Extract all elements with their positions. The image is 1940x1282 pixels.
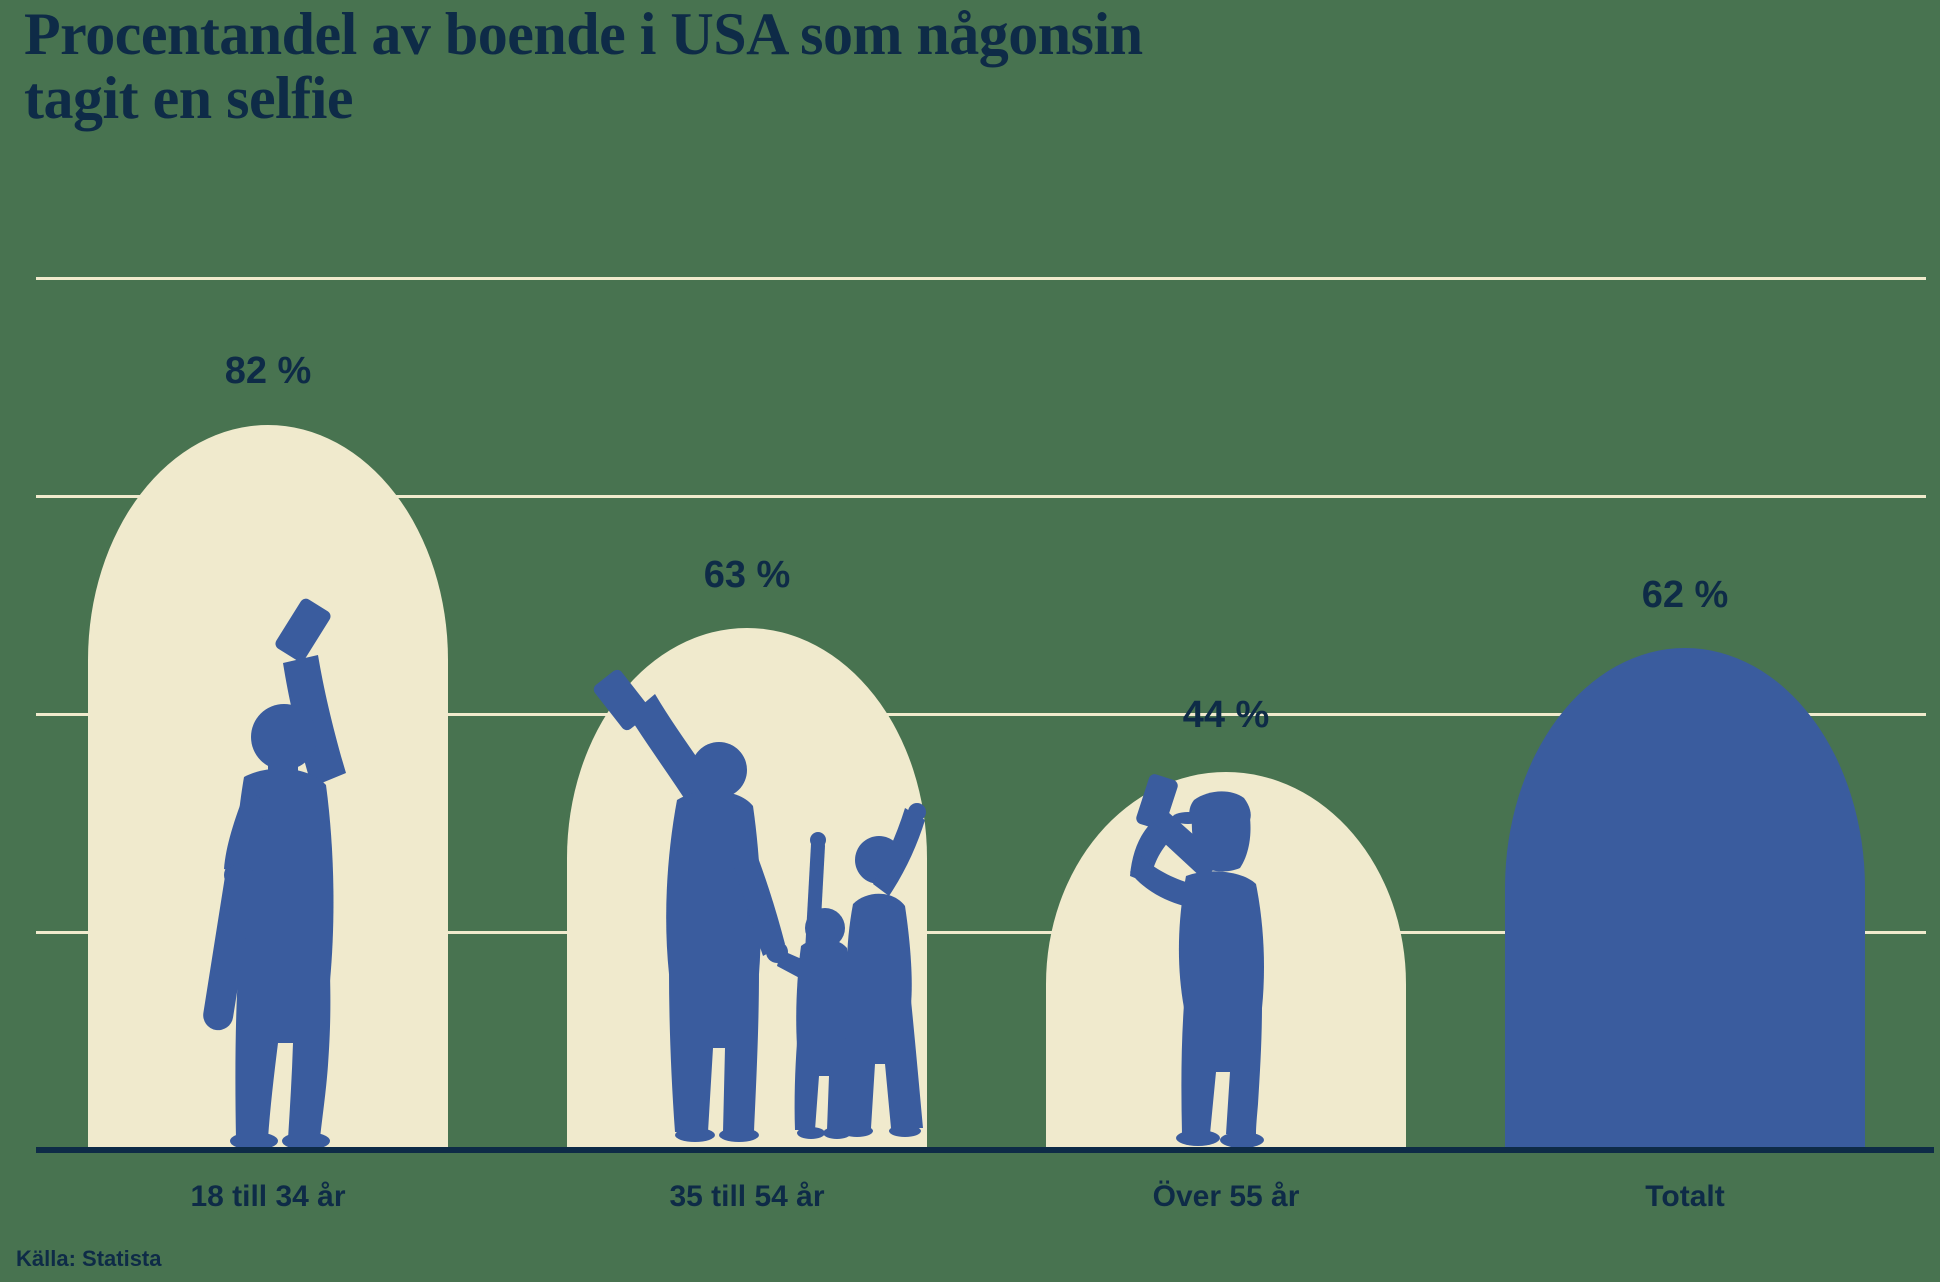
category-label-18-34: 18 till 34 år [190,1180,346,1213]
bar-over-55 [1046,772,1406,1153]
source-credit: Källa: Statista [16,1246,162,1271]
bar-totalt [1505,648,1865,1153]
gridline-80 [36,277,1926,280]
gridline-60 [36,495,1926,498]
selfie-family-icon [593,669,926,1142]
value-label-35-54: 63 % [703,554,791,596]
gridline-20 [36,931,1926,934]
selfie-older-man-icon [1130,774,1264,1148]
page-title: Procentandel av boende i USA som någonsi… [24,2,1143,130]
value-label-18-34: 82 % [224,350,312,392]
category-label-35-54: 35 till 54 år [669,1180,825,1213]
title-line-2: tagit en selfie [24,65,354,131]
bar-35-54 [567,628,927,1153]
category-label-totalt: Totalt [1645,1180,1725,1213]
x-axis-baseline [36,1147,1934,1153]
value-label-over-55: 44 % [1182,694,1270,736]
bar-18-34 [88,425,448,1153]
category-label-over-55: Över 55 år [1152,1180,1300,1213]
title-line-1: Procentandel av boende i USA som någonsi… [24,1,1143,67]
selfie-skateboarder-icon [203,598,346,1150]
value-label-totalt: 62 % [1641,574,1729,616]
gridline-40 [36,713,1926,716]
